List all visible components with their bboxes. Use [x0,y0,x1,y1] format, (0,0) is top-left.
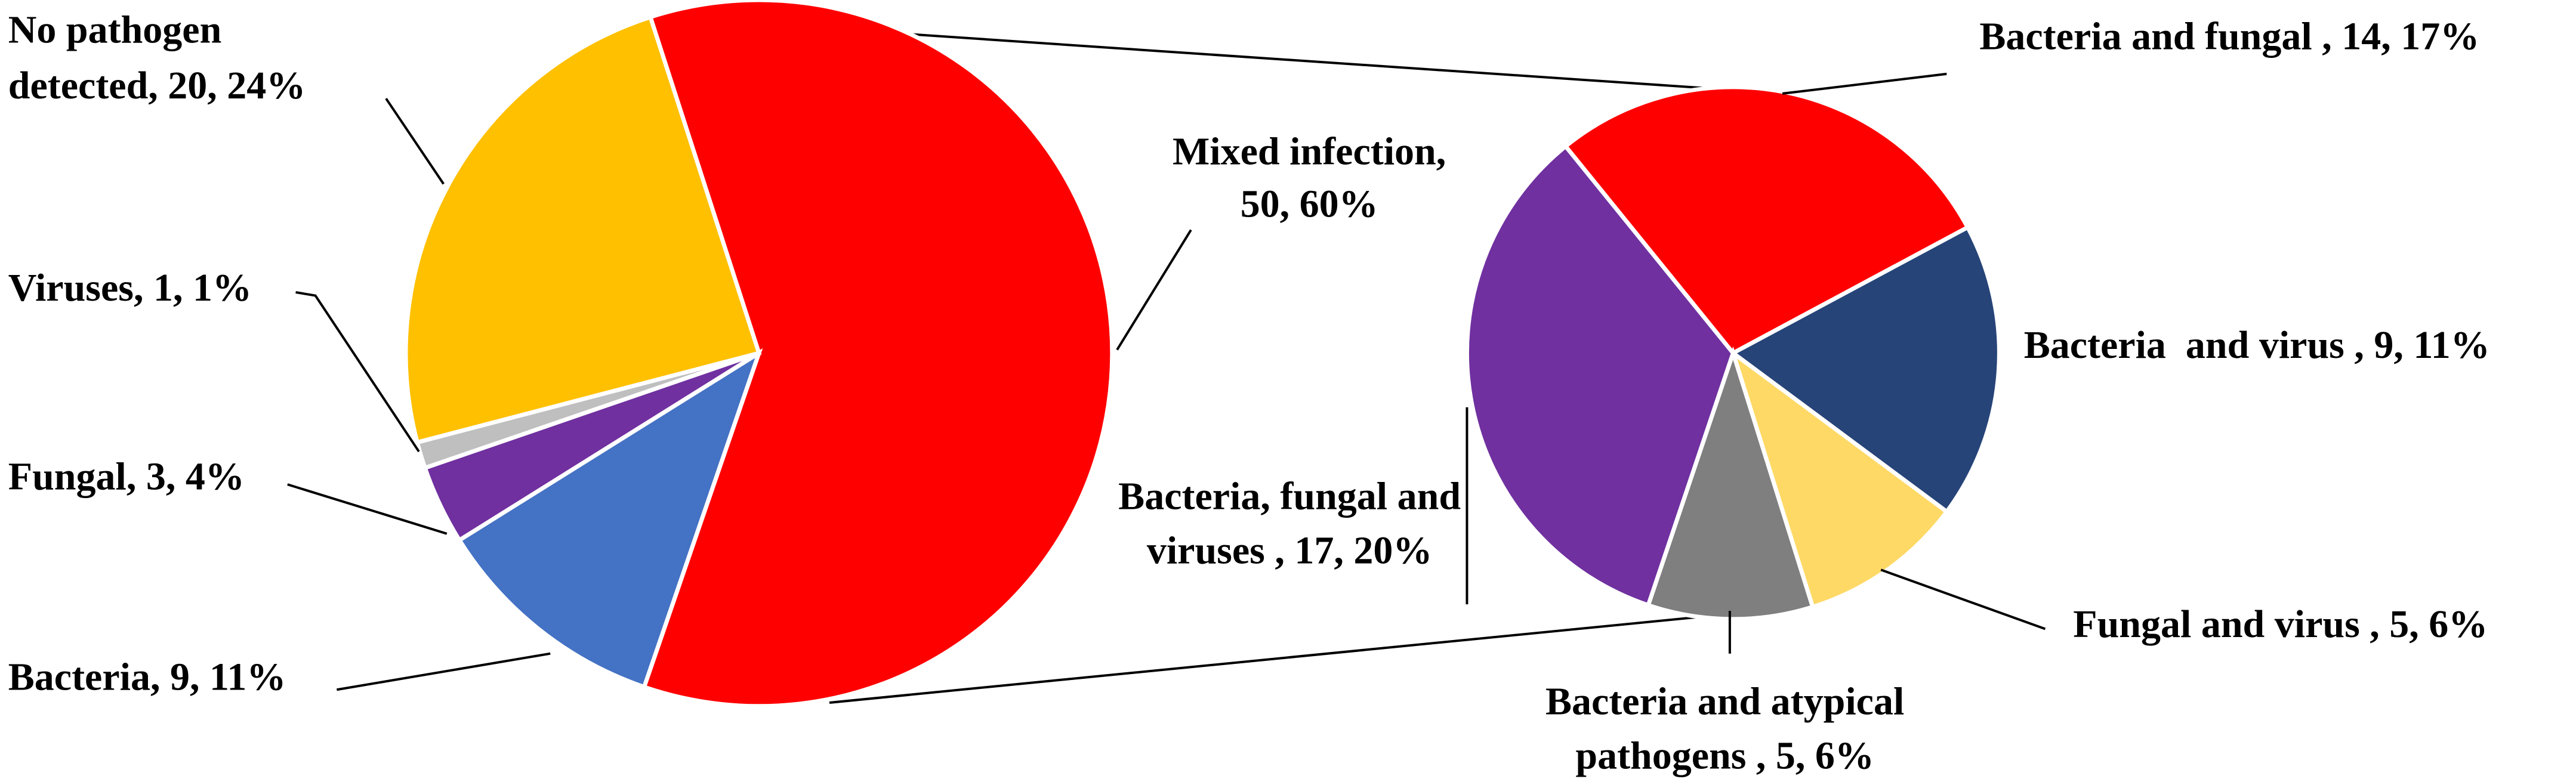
data-label: No pathogen [8,8,222,52]
pie-slice [1729,224,2001,515]
leader-line [287,483,448,535]
data-label: Bacteria and virus , 9, 11% [2024,323,2490,367]
data-label: detected, 20, 24% [8,64,306,107]
data-label: Bacteria, fungal and [1118,474,1461,518]
leader-line [1116,229,1192,351]
leader-line [337,652,551,691]
data-label: pathogens , 5, 6% [1575,734,1874,777]
leader-line [385,98,445,185]
leader-line [295,291,420,453]
data-label: Bacteria and atypical [1545,680,1904,724]
data-label: Fungal, 3, 4% [8,455,245,498]
data-label: viruses , 17, 20% [1147,528,1433,572]
data-label: Bacteria, 9, 11% [8,655,286,698]
data-label: 50, 60% [1241,182,1378,225]
pie-slice [641,0,1115,709]
data-label: Viruses, 1, 1% [8,266,252,310]
data-label: Mixed infection, [1173,129,1446,173]
leader-line [1880,568,2046,630]
pie-slice [1729,347,1950,610]
leader-line [1782,72,1947,95]
pie-slice [1464,143,1736,608]
data-label: Bacteria and fungal , 14, 17% [1979,15,2479,58]
pie-slice [456,348,763,690]
pie-slice [403,14,762,445]
connector-line [829,614,1714,704]
data-label: Fungal and virus , 5, 6% [2073,602,2488,646]
